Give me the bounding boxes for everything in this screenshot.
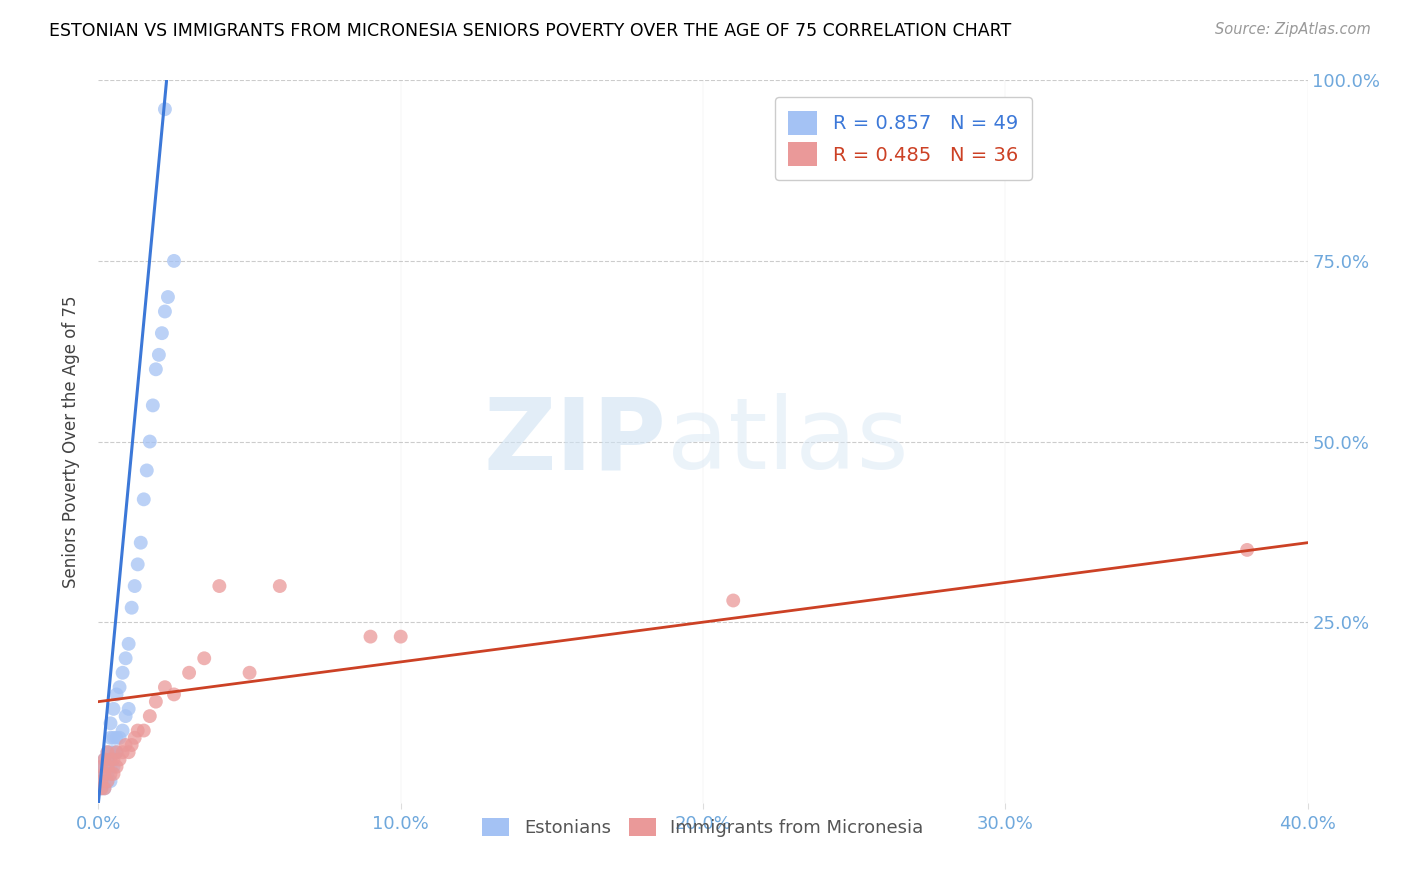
Point [90,760,112,774]
Point [239,665,262,680]
Point [135,463,157,477]
Point [93,760,115,774]
Point [127,558,149,572]
Point [118,702,141,716]
Point [103,731,125,745]
Point [103,752,125,766]
Point [108,752,131,766]
Point [1236,542,1258,557]
Point [105,745,128,759]
Point [96,752,118,766]
Point [100,716,122,731]
Y-axis label: Seniors Poverty Over the Age of 75: Seniors Poverty Over the Age of 75 [62,295,80,588]
Point [163,253,186,268]
Text: atlas: atlas [666,393,908,490]
Point [96,760,118,774]
Point [145,695,167,709]
Point [269,579,291,593]
Point [132,723,155,738]
Point [96,745,118,759]
Point [93,781,115,796]
Point [153,304,176,318]
Point [103,767,125,781]
Point [100,774,122,789]
Point [96,774,118,789]
Point [90,760,112,774]
Point [111,745,134,759]
Point [121,738,143,752]
Point [129,535,152,549]
Point [121,600,143,615]
Point [96,774,118,789]
Point [139,709,162,723]
Point [93,781,115,796]
Point [100,752,122,766]
Point [179,665,201,680]
Point [132,492,155,507]
Point [103,745,125,759]
Point [105,760,128,774]
Point [96,760,118,774]
Point [114,709,136,723]
Point [108,680,131,694]
Point [93,752,115,766]
Point [100,767,122,781]
Point [139,434,162,449]
Point [96,767,118,781]
Text: ZIP: ZIP [484,393,666,490]
Point [193,651,215,665]
Point [90,774,112,789]
Point [111,723,134,738]
Point [118,637,141,651]
Point [93,774,115,789]
Point [90,774,112,789]
Point [208,579,231,593]
Point [105,731,128,745]
Point [127,723,149,738]
Point [360,630,382,644]
Point [90,781,112,796]
Point [93,752,115,766]
Point [103,760,125,774]
Point [93,767,115,781]
Point [100,731,122,745]
Point [389,630,412,644]
Point [100,745,122,759]
Point [100,760,122,774]
Point [153,680,176,694]
Point [96,745,118,759]
Point [150,326,173,340]
Point [114,651,136,665]
Point [90,781,112,796]
Point [723,593,745,607]
Point [114,738,136,752]
Point [156,290,179,304]
Text: ESTONIAN VS IMMIGRANTS FROM MICRONESIA SENIORS POVERTY OVER THE AGE OF 75 CORREL: ESTONIAN VS IMMIGRANTS FROM MICRONESIA S… [49,22,1011,40]
Point [153,102,176,116]
Point [90,767,112,781]
Point [142,398,165,412]
Legend: Estonians, Immigrants from Micronesia: Estonians, Immigrants from Micronesia [475,811,931,845]
Point [93,767,115,781]
Point [148,348,170,362]
Point [108,731,131,745]
Point [118,745,141,759]
Point [124,731,146,745]
Point [105,687,128,701]
Text: Source: ZipAtlas.com: Source: ZipAtlas.com [1215,22,1371,37]
Point [124,579,146,593]
Point [111,665,134,680]
Point [105,745,128,759]
Point [103,702,125,716]
Point [163,687,186,701]
Point [145,362,167,376]
